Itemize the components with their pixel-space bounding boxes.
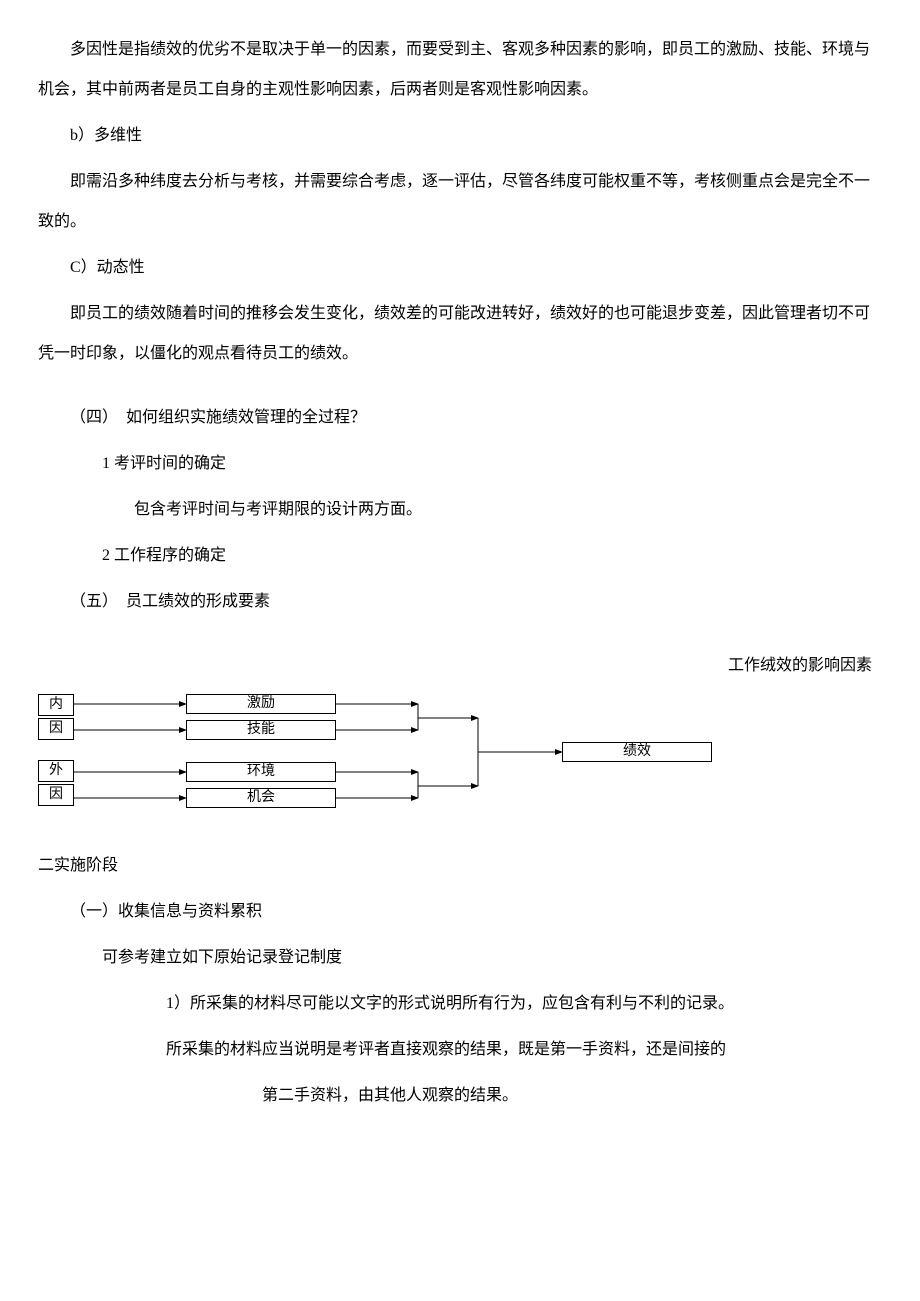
node-environment: 环境	[186, 762, 336, 782]
para-c-heading: C）动态性	[38, 248, 882, 288]
node-stimulation: 激励	[186, 694, 336, 714]
node-external-top: 外	[38, 760, 74, 782]
para-multidim: 即需沿多种纬度去分析与考核，并需要综合考虑，逐一评估，尽管各纬度可能权重不等，考…	[38, 162, 882, 242]
node-internal-bot: 因	[38, 718, 74, 740]
para-stage2: 二实施阶段	[38, 846, 882, 886]
para-multifactor: 多因性是指绩效的优劣不是取决于单一的因素，而要受到主、客观多种因素的影响，即员工…	[38, 30, 882, 110]
node-opportunity: 机会	[186, 788, 336, 808]
diagram-title: 工作绒效的影响因素	[38, 646, 882, 686]
diagram-performance-factors: 内 因 外 因 激励 技能 环境 机会 绩效	[38, 688, 818, 828]
para-b-heading: b）多维性	[38, 116, 882, 156]
para-sub1-2: 所采集的材料应当说明是考评者直接观察的结果，既是第一手资料，还是间接的	[38, 1030, 882, 1070]
para-section4: （四） 如何组织实施绩效管理的全过程？	[38, 398, 882, 438]
para-section5: （五） 员工绩效的形成要素	[38, 582, 882, 622]
node-performance: 绩效	[562, 742, 712, 762]
para-sub1: （一）收集信息与资料累积	[38, 892, 882, 932]
para-item1-desc: 包含考评时间与考评期限的设计两方面。	[38, 490, 882, 530]
para-sub1-3: 第二手资料，由其他人观察的结果。	[38, 1076, 882, 1116]
node-external-bot: 因	[38, 784, 74, 806]
para-sub1-desc: 可参考建立如下原始记录登记制度	[38, 938, 882, 978]
para-item1: 1 考评时间的确定	[38, 444, 882, 484]
para-dynamic: 即员工的绩效随着时间的推移会发生变化，绩效差的可能改进转好，绩效好的也可能退步变…	[38, 294, 882, 374]
para-sub1-1: 1）所采集的材料尽可能以文字的形式说明所有行为，应包含有利与不利的记录。	[38, 984, 882, 1024]
node-internal-top: 内	[38, 694, 74, 716]
para-item2: 2 工作程序的确定	[38, 536, 882, 576]
node-skill: 技能	[186, 720, 336, 740]
